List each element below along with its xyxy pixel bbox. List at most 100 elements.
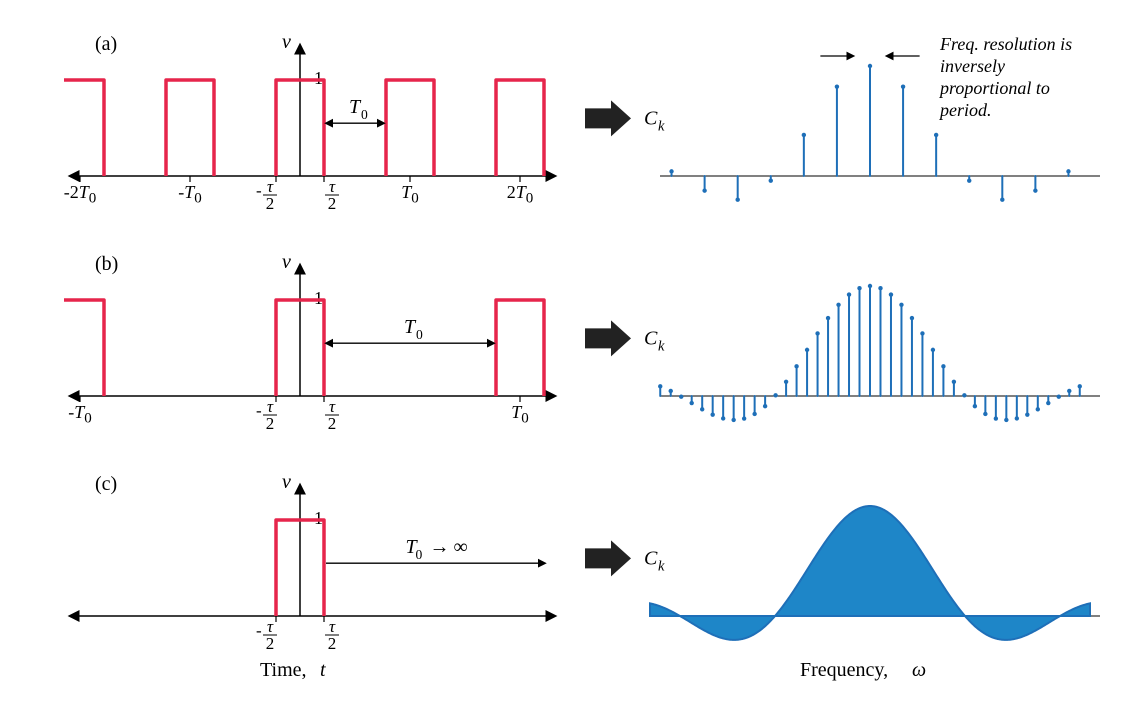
- svg-text:2: 2: [266, 634, 275, 653]
- spectrum-stem-cap: [941, 364, 945, 368]
- svg-text:k: k: [658, 558, 665, 574]
- svg-text:inversely: inversely: [940, 56, 1005, 76]
- tau-neg-label: -τ2: [256, 177, 277, 213]
- svg-text:period.: period.: [938, 100, 992, 120]
- y-tick-1: 1: [314, 68, 323, 88]
- svg-text:∞: ∞: [454, 536, 468, 558]
- svg-text:k: k: [658, 118, 665, 134]
- svg-text:2: 2: [328, 634, 337, 653]
- tau-pos-label: τ2: [325, 177, 339, 213]
- spectrum-stem-cap: [1078, 384, 1082, 388]
- spectrum-stem-cap: [910, 316, 914, 320]
- pulse: [496, 300, 544, 396]
- spectrum-stem-cap: [868, 64, 872, 68]
- spectrum-stem-cap: [815, 331, 819, 335]
- spectrum-stem-cap: [973, 404, 977, 408]
- spectrum-stem-cap: [784, 380, 788, 384]
- svg-text:0: 0: [416, 547, 423, 562]
- pulse: [64, 80, 104, 176]
- spectrum-stem-cap: [967, 178, 971, 182]
- spectrum-stem-cap: [769, 178, 773, 182]
- svg-text:t: t: [320, 659, 326, 681]
- spectrum-stem-cap: [773, 393, 777, 397]
- panel-tag: (a): [95, 33, 117, 55]
- panel-b: (b)v1-T0T0-τ2τ2T0Ck: [40, 251, 1100, 433]
- spectrum-stem-cap: [1000, 198, 1004, 202]
- tau-neg-label: -τ2: [256, 397, 277, 433]
- tau-pos-label: τ2: [325, 617, 339, 653]
- spectrum-stem-cap: [1067, 389, 1071, 393]
- period-label: T0: [349, 96, 368, 122]
- svg-text:k: k: [658, 338, 665, 354]
- svg-text:C: C: [644, 327, 658, 349]
- svg-text:2: 2: [266, 194, 275, 213]
- spectrum-stem-cap: [669, 389, 673, 393]
- block-arrow: [585, 100, 631, 136]
- tau-neg-label: -τ2: [256, 617, 277, 653]
- spectrum-stem-cap: [857, 286, 861, 290]
- pulse: [386, 80, 434, 176]
- svg-text:Freq. resolution is: Freq. resolution is: [939, 34, 1072, 54]
- svg-text:2: 2: [266, 414, 275, 433]
- y-tick-1: 1: [314, 508, 323, 528]
- pulse: [496, 80, 544, 176]
- svg-text:→: →: [430, 536, 450, 558]
- spectrum-stem-cap: [952, 380, 956, 384]
- block-arrow: [585, 540, 631, 576]
- spectrum-stem-cap: [669, 169, 673, 173]
- spectrum-stem-cap: [679, 395, 683, 399]
- svg-text:Frequency,: Frequency,: [800, 659, 888, 681]
- spectrum-stem-cap: [1033, 188, 1037, 192]
- pulse: [64, 300, 104, 396]
- spectrum-stem-cap: [690, 401, 694, 405]
- spectrum-stem-cap: [1004, 418, 1008, 422]
- spectrum-stem-cap: [931, 348, 935, 352]
- spectrum-stem-cap: [710, 412, 714, 416]
- spectrum-stem-cap: [868, 284, 872, 288]
- spectrum-stem-cap: [1046, 401, 1050, 405]
- svg-text:C: C: [644, 547, 658, 569]
- panel-tag: (b): [95, 253, 118, 275]
- spectrum-stem-cap: [658, 384, 662, 388]
- spectrum-stem-cap: [1025, 412, 1029, 416]
- spectrum-stem-cap: [847, 292, 851, 296]
- panel-tag: (c): [95, 473, 117, 495]
- spectrum-stem-cap: [802, 133, 806, 137]
- spectrum-stem-cap: [805, 348, 809, 352]
- spectrum-stem-cap: [731, 418, 735, 422]
- spectrum-stem-cap: [983, 412, 987, 416]
- panel-c: (c)v1-τ2τ2T0→∞Ck: [70, 471, 1100, 653]
- spectrum-stem-cap: [826, 316, 830, 320]
- ck-label: Ck: [644, 327, 665, 354]
- annotation: Freq. resolution isinverselyproportional…: [820, 34, 1072, 120]
- svg-text:-: -: [256, 621, 262, 640]
- spectrum-stem-cap: [835, 84, 839, 88]
- period-label: T0→∞: [406, 536, 468, 562]
- ck-label: Ck: [644, 107, 665, 134]
- spectrum-stem-cap: [899, 303, 903, 307]
- spectrum-stem-cap: [763, 404, 767, 408]
- svg-text:proportional to: proportional to: [938, 78, 1050, 98]
- tau-pos-label: τ2: [325, 397, 339, 433]
- figure-svg: (a)v1-2T0-T0T02T0-τ2τ2T0Ck(b)v1-T0T0-τ2τ…: [0, 0, 1146, 711]
- spectrum-continuous: [650, 506, 1090, 640]
- y-tick-1: 1: [314, 288, 323, 308]
- spectrum-stem-cap: [901, 84, 905, 88]
- pulse: [166, 80, 214, 176]
- spectrum-stem-cap: [878, 286, 882, 290]
- y-axis-label: v: [282, 31, 291, 53]
- svg-text:0: 0: [361, 107, 368, 122]
- svg-text:2: 2: [328, 194, 337, 213]
- figure-stage: (a)v1-2T0-T0T02T0-τ2τ2T0Ck(b)v1-T0T0-τ2τ…: [0, 0, 1146, 711]
- spectrum-stem-cap: [794, 364, 798, 368]
- spectrum-stem-cap: [752, 412, 756, 416]
- svg-text:-: -: [256, 181, 262, 200]
- spectrum-stem-cap: [1015, 416, 1019, 420]
- y-axis-label: v: [282, 471, 291, 493]
- svg-text:C: C: [644, 107, 658, 129]
- svg-text:Time,: Time,: [260, 659, 307, 681]
- ck-label: Ck: [644, 547, 665, 574]
- block-arrow: [585, 320, 631, 356]
- spectrum-stem-cap: [994, 416, 998, 420]
- period-label: T0: [404, 316, 423, 342]
